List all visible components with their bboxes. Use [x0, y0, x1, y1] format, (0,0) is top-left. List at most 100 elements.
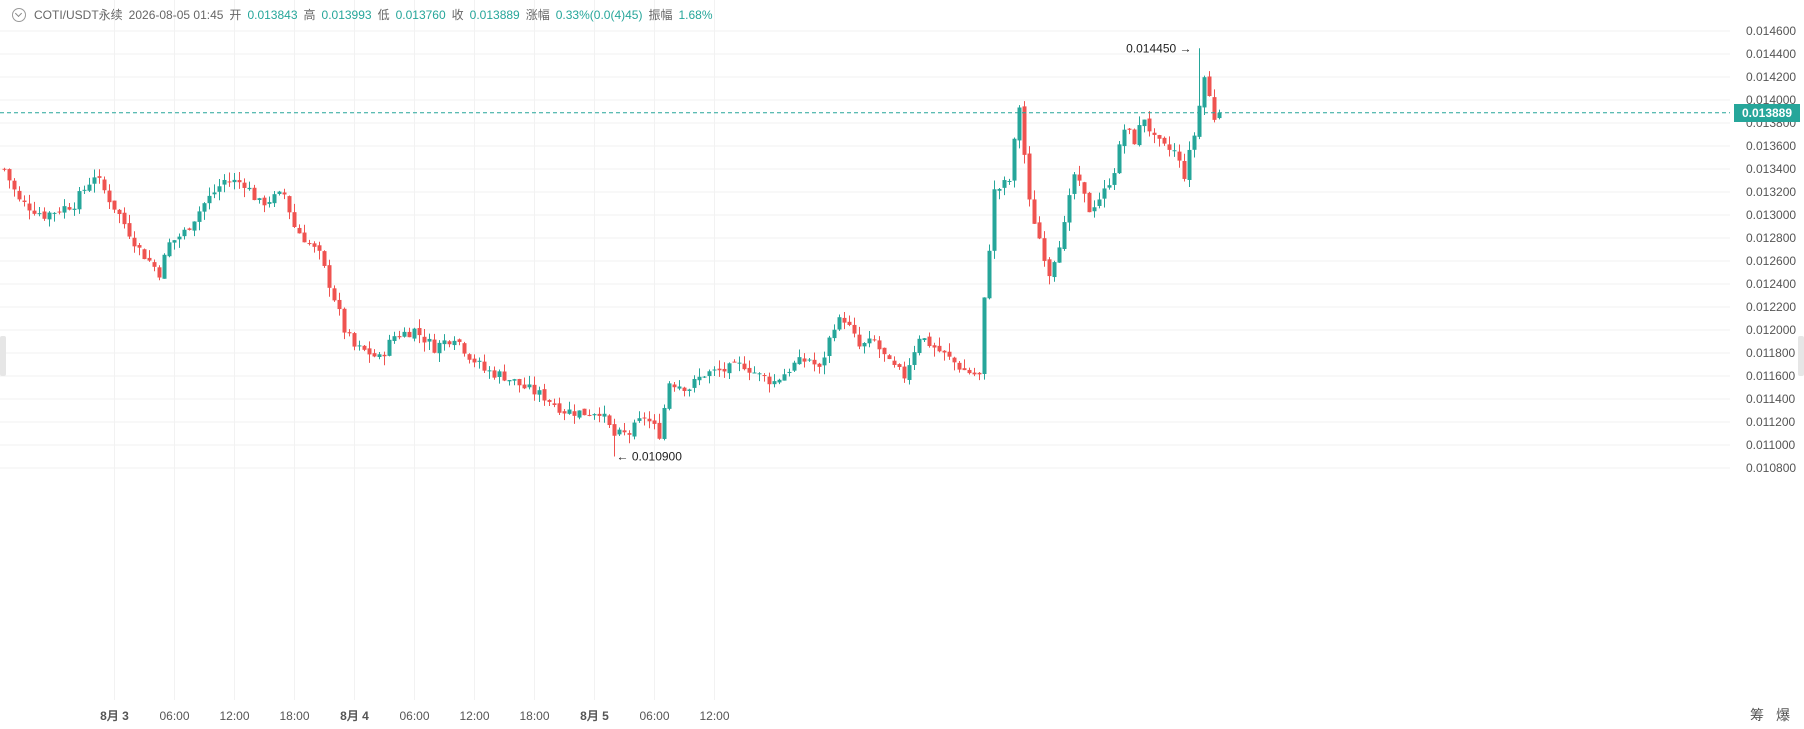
candle-body — [292, 212, 297, 228]
x-tick-label: 8月 5 — [580, 709, 609, 723]
candle-body — [552, 403, 557, 405]
tab-chips[interactable]: 筹 — [1750, 707, 1764, 723]
candle-body — [657, 422, 662, 439]
candle-body — [727, 363, 732, 374]
candle-body — [737, 362, 742, 364]
candle-body — [37, 213, 42, 215]
x-tick-label: 12:00 — [219, 709, 249, 723]
candle-body — [1177, 151, 1182, 161]
candle-body — [52, 212, 57, 214]
candle-body — [627, 433, 632, 435]
candle-body — [772, 381, 777, 385]
candle-body — [287, 196, 292, 213]
symbol-label: COTI/USDT永续 — [34, 8, 123, 22]
candle-body — [612, 424, 617, 436]
candle-body — [707, 371, 712, 377]
candle-body — [567, 409, 572, 414]
bottom-tabs: 筹 爆 — [1750, 705, 1790, 725]
candle-body — [637, 418, 642, 421]
candle-body — [937, 345, 942, 352]
collapse-legend-icon[interactable] — [12, 7, 26, 22]
candle-body — [422, 336, 427, 343]
candle-body — [682, 387, 687, 392]
candle-body — [307, 243, 312, 245]
candle-body — [127, 223, 132, 237]
left-panel-handle[interactable] — [0, 336, 6, 376]
candle-body — [802, 358, 807, 362]
candle-body — [507, 380, 512, 382]
candle-body — [142, 249, 147, 260]
candle-body — [712, 369, 717, 371]
candle-body — [282, 192, 287, 195]
y-tick-label: 0.011600 — [1746, 369, 1795, 383]
y-tick-label: 0.012400 — [1746, 277, 1796, 291]
candle-body — [747, 367, 752, 373]
candle-body — [842, 317, 847, 323]
candle-body — [407, 331, 412, 338]
y-tick-label: 0.013200 — [1746, 185, 1796, 199]
candle-body — [122, 212, 127, 225]
candle-body — [642, 417, 647, 419]
candle-body — [1162, 137, 1167, 144]
y-tick-label: 0.011000 — [1746, 438, 1795, 452]
candle-body — [892, 360, 897, 365]
close-label: 收 — [451, 8, 464, 22]
max-price-annotation: 0.014450 → — [1126, 41, 1191, 55]
candle-body — [192, 221, 197, 231]
candle-body — [972, 372, 977, 375]
last-price-tag: 0.013889 — [1734, 103, 1800, 122]
candle-body — [987, 250, 992, 299]
candle-body — [887, 355, 892, 360]
candle-body — [587, 414, 592, 416]
candle-body — [232, 179, 237, 183]
candle-body — [172, 240, 177, 243]
amplitude-label: 振幅 — [648, 8, 673, 22]
candle-body — [1022, 106, 1027, 155]
candle-body — [752, 372, 757, 374]
candle-body — [862, 342, 867, 347]
candle-body — [632, 422, 637, 437]
candle-body — [1087, 192, 1092, 213]
candle-body — [7, 169, 12, 181]
candle-body — [477, 360, 482, 362]
right-panel-handle[interactable] — [1798, 336, 1804, 376]
candle-body — [692, 378, 697, 388]
y-tick-label: 0.012200 — [1746, 300, 1796, 314]
candle-body — [1092, 207, 1097, 212]
candle-body — [602, 413, 607, 417]
candle-body — [202, 203, 207, 212]
candle-body — [1042, 238, 1047, 261]
candle-body — [927, 336, 932, 347]
candle-body — [1117, 144, 1122, 174]
candle-body — [497, 371, 502, 377]
candle-body — [547, 400, 552, 402]
candle-body — [1067, 195, 1072, 223]
candle-body — [347, 332, 352, 334]
candle-body — [182, 229, 187, 237]
candle-body — [1202, 77, 1207, 108]
candle-body — [487, 370, 492, 372]
close-value: 0.013889 — [469, 7, 520, 22]
candle-body — [837, 317, 842, 330]
change-value: 0.33%(0.0(4)45) — [555, 7, 643, 22]
y-tick-label: 0.012800 — [1746, 231, 1796, 245]
candle-body — [167, 242, 172, 257]
y-tick-label: 0.012000 — [1746, 323, 1796, 337]
candle-body — [92, 177, 97, 184]
candle-body — [957, 362, 962, 370]
x-tick-label: 12:00 — [699, 709, 729, 723]
candle-body — [1047, 259, 1052, 277]
candle-body — [872, 339, 877, 341]
candle-body — [397, 336, 402, 338]
candle-body — [832, 329, 837, 339]
candle-body — [327, 265, 332, 288]
candle-body — [1137, 125, 1142, 146]
candle-body — [652, 420, 657, 424]
candle-body — [1077, 174, 1082, 181]
tab-liquidation[interactable]: 爆 — [1776, 707, 1790, 723]
candle-body — [257, 198, 262, 200]
y-tick-label: 0.010800 — [1746, 461, 1796, 475]
candle-body — [1192, 135, 1197, 150]
